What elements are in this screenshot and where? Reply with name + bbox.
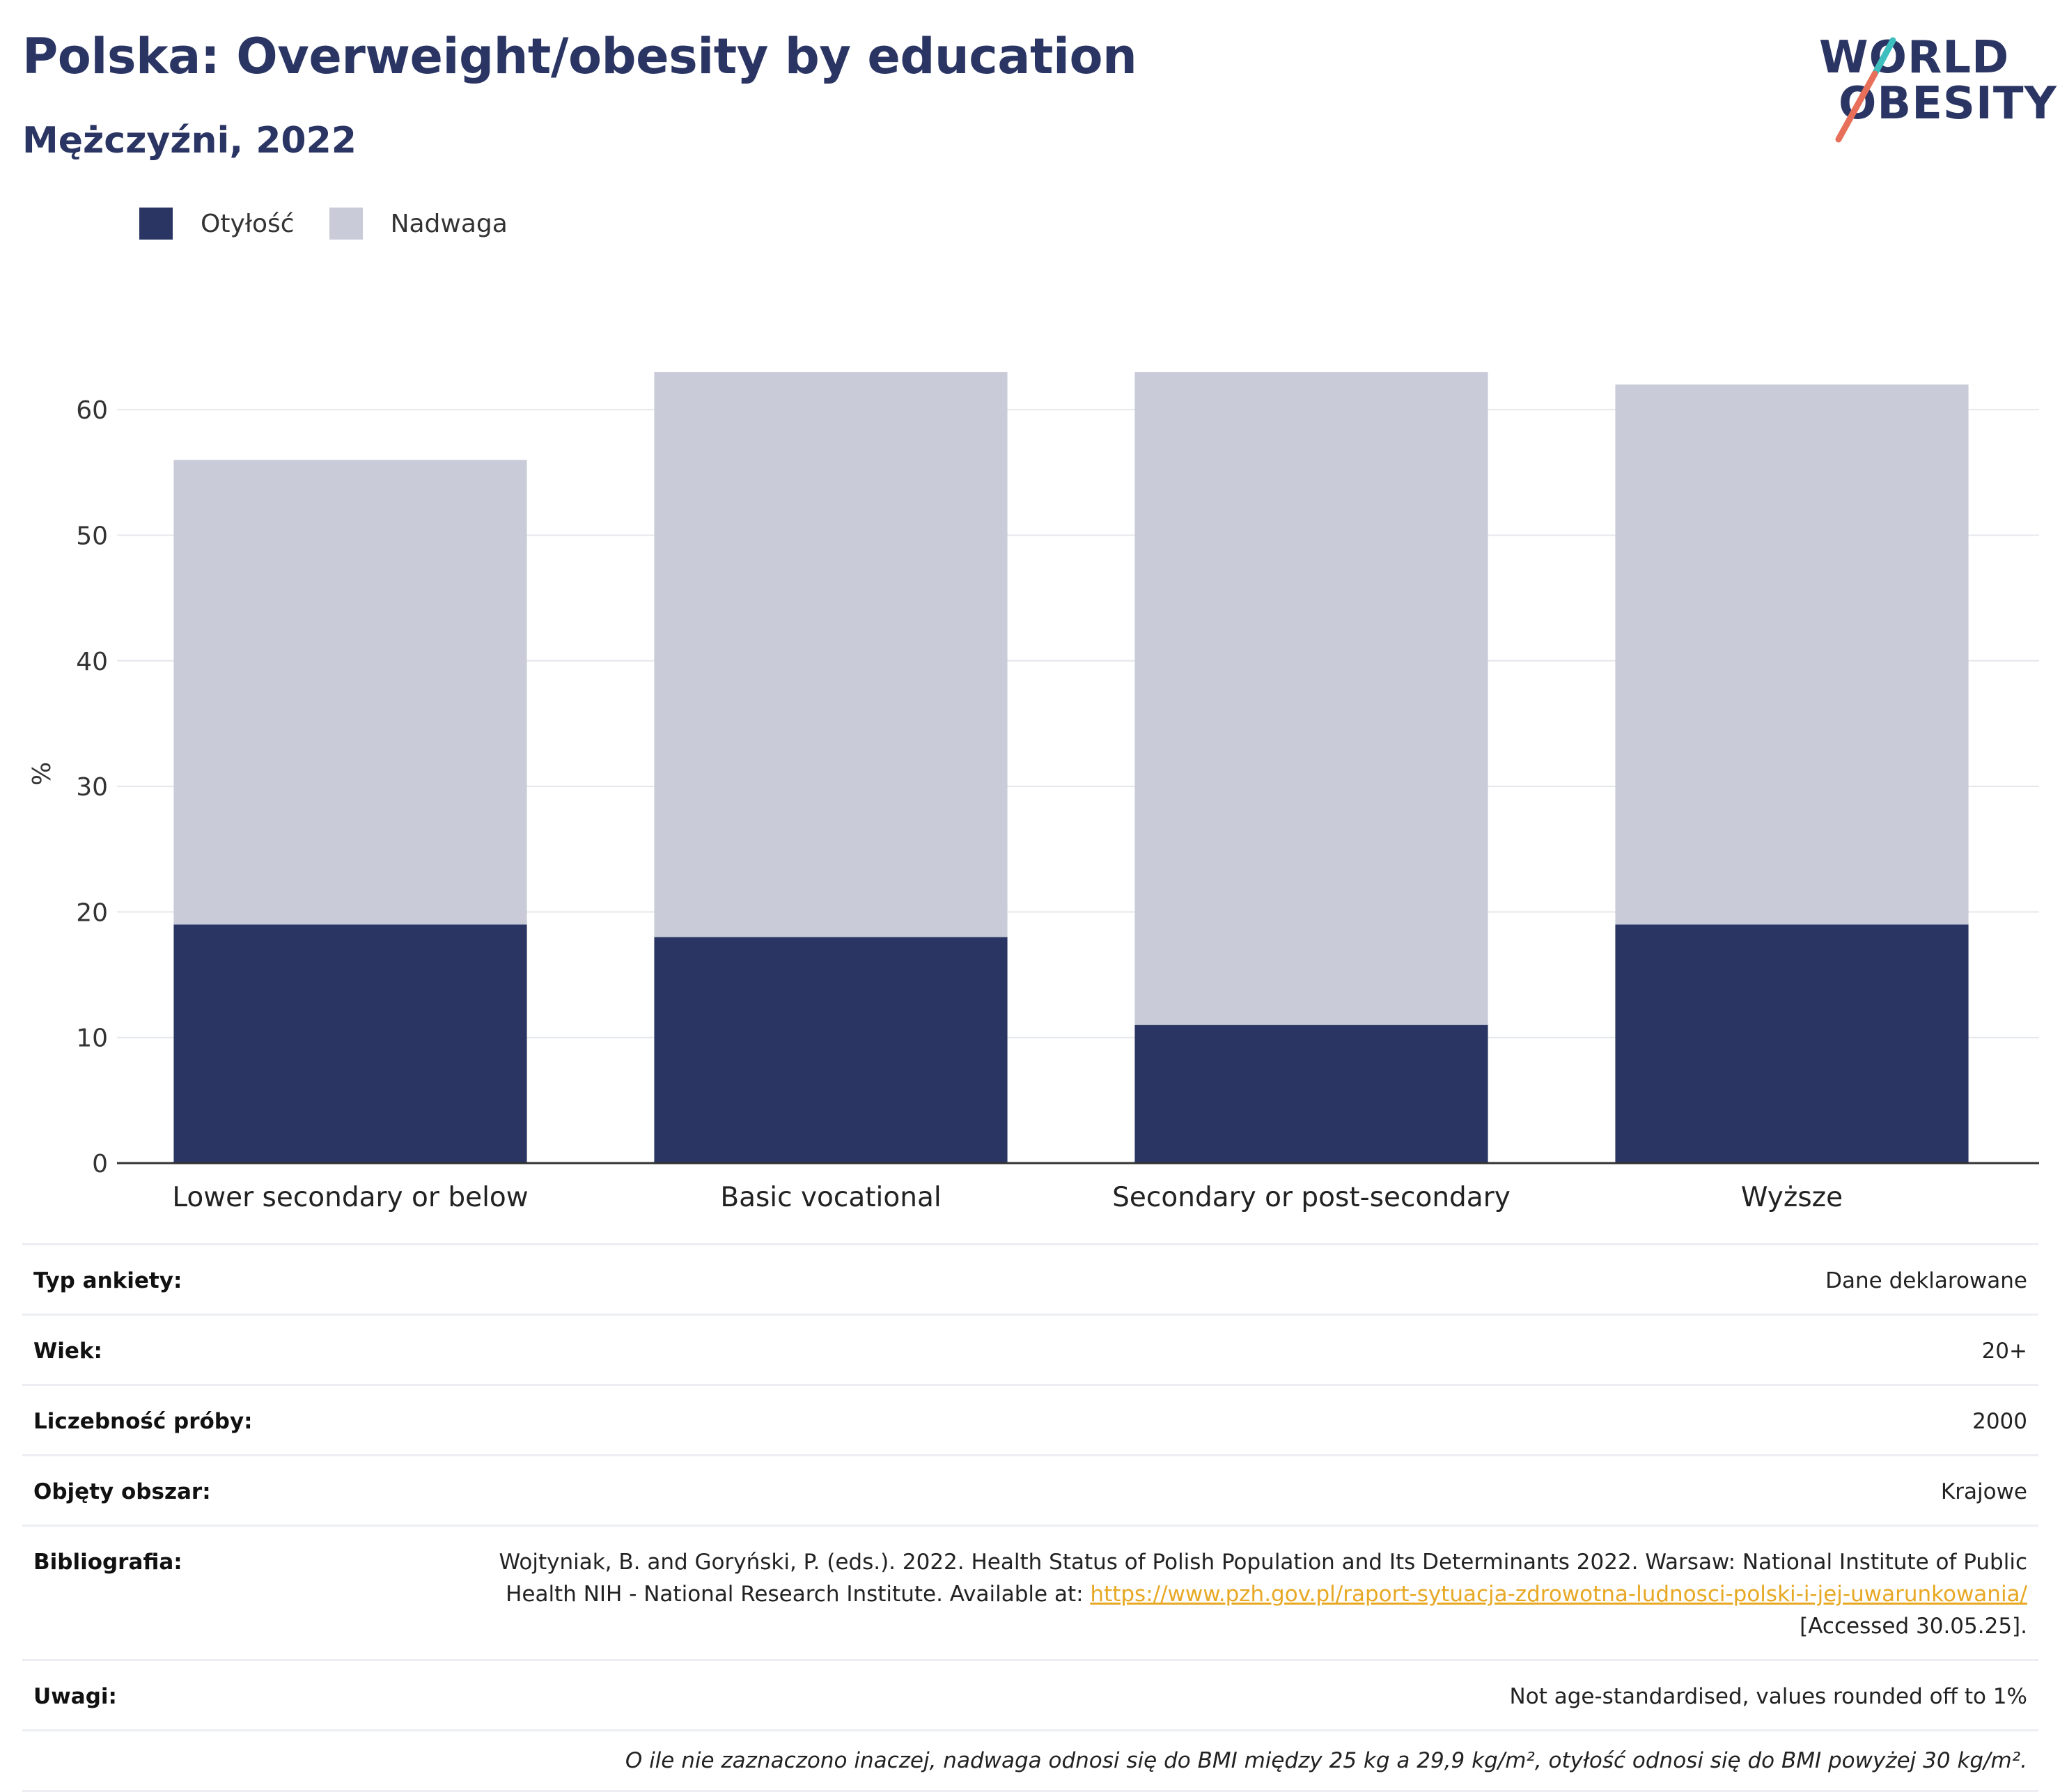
legend-swatch-nadwaga <box>329 208 363 240</box>
info-key: Wiek: <box>33 1339 102 1364</box>
legend-label-nadwaga: Nadwaga <box>390 209 508 238</box>
info-value: Dane deklarowane <box>1825 1268 2027 1293</box>
x-axis-labels: Lower secondary or below Basic vocational… <box>172 1182 1843 1213</box>
bmi-footnote: O ile nie zaznaczono inaczej, nadwaga od… <box>22 1729 2038 1792</box>
y-axis-label: % <box>28 762 56 786</box>
x-category-label: Basic vocational <box>720 1182 941 1213</box>
info-value: Krajowe <box>1940 1479 2027 1504</box>
chart-legend: Otyłość Nadwaga <box>139 208 543 240</box>
bibliography-link[interactable]: https://www.pzh.gov.pl/raport-sytuacja-z… <box>1090 1582 2027 1607</box>
y-tick-label: 30 <box>76 773 108 802</box>
info-key: Objęty obszar: <box>33 1479 211 1504</box>
chart-subtitle: Mężczyźni, 2022 <box>22 120 357 162</box>
bars <box>173 372 1969 1163</box>
logo-line-1: WORLD <box>1819 32 2010 84</box>
info-value: 20+ <box>1981 1339 2027 1364</box>
bar-nadwaga-3[interactable] <box>1134 372 1488 1025</box>
info-value: Not age-standardised, values rounded off… <box>1509 1684 2027 1709</box>
bar-nadwaga-4[interactable] <box>1615 384 1969 925</box>
y-tick-label: 40 <box>76 648 108 676</box>
stacked-bar-chart: 0 10 20 30 40 50 60 Lower secondary or below Ba… <box>28 372 2039 1213</box>
x-category-label: Secondary or post-secondary <box>1112 1182 1511 1213</box>
bar-otylosc-3[interactable] <box>1134 1024 1488 1163</box>
info-row-survey-type: Typ ankiety: Dane deklarowane <box>22 1243 2038 1314</box>
info-row-sample-size: Liczebność próby: 2000 <box>22 1384 2038 1454</box>
x-category-label: Lower secondary or below <box>172 1182 528 1213</box>
y-axis-ticks: 0 10 20 30 40 50 60 <box>76 396 108 1178</box>
info-key: Uwagi: <box>33 1684 117 1709</box>
legend-item-otylosc[interactable]: Otyłość <box>139 208 295 240</box>
info-key: Typ ankiety: <box>33 1268 182 1293</box>
y-tick-label: 60 <box>76 396 108 425</box>
info-row-notes: Uwagi: Not age-standardised, values roun… <box>22 1659 2038 1729</box>
info-table: Typ ankiety: Dane deklarowane Wiek: 20+ … <box>22 1243 2038 1792</box>
legend-item-nadwaga[interactable]: Nadwaga <box>329 208 508 240</box>
info-key: Bibliografia: <box>33 1550 182 1575</box>
info-value: 2000 <box>1972 1409 2027 1434</box>
bar-otylosc-2[interactable] <box>654 937 1008 1163</box>
y-tick-label: 50 <box>76 522 108 550</box>
logo-line-2: OBESITY <box>1839 78 2057 130</box>
bibliography-accessed: [Accessed 30.05.25]. <box>1800 1614 2027 1639</box>
info-row-bibliography: Bibliografia: Wojtyniak, B. and Goryński… <box>22 1525 2038 1659</box>
legend-swatch-otylosc <box>139 208 173 240</box>
info-row-age: Wiek: 20+ <box>22 1314 2038 1384</box>
bar-otylosc-4[interactable] <box>1615 924 1969 1163</box>
bibliography-citation: Wojtyniak, B. and Goryński, P. (eds.). 2… <box>499 1550 2027 1607</box>
world-obesity-logo: WORLD OBESITY <box>1811 28 2057 146</box>
bibliography-text: Wojtyniak, B. and Goryński, P. (eds.). 2… <box>495 1546 2027 1642</box>
y-tick-label: 20 <box>76 898 108 927</box>
y-tick-label: 10 <box>76 1024 108 1053</box>
x-category-label: Wyższe <box>1741 1182 1843 1213</box>
info-key: Liczebność próby: <box>33 1409 253 1434</box>
legend-label-otylosc: Otyłość <box>201 209 295 238</box>
logo-slash-icon <box>1835 37 1896 143</box>
info-row-area-covered: Objęty obszar: Krajowe <box>22 1454 2038 1525</box>
y-tick-label: 0 <box>92 1150 108 1178</box>
bar-nadwaga-1[interactable] <box>173 460 527 925</box>
bar-nadwaga-2[interactable] <box>654 372 1008 937</box>
bar-otylosc-1[interactable] <box>173 924 527 1163</box>
chart-title: Polska: Overweight/obesity by education <box>22 28 1137 85</box>
